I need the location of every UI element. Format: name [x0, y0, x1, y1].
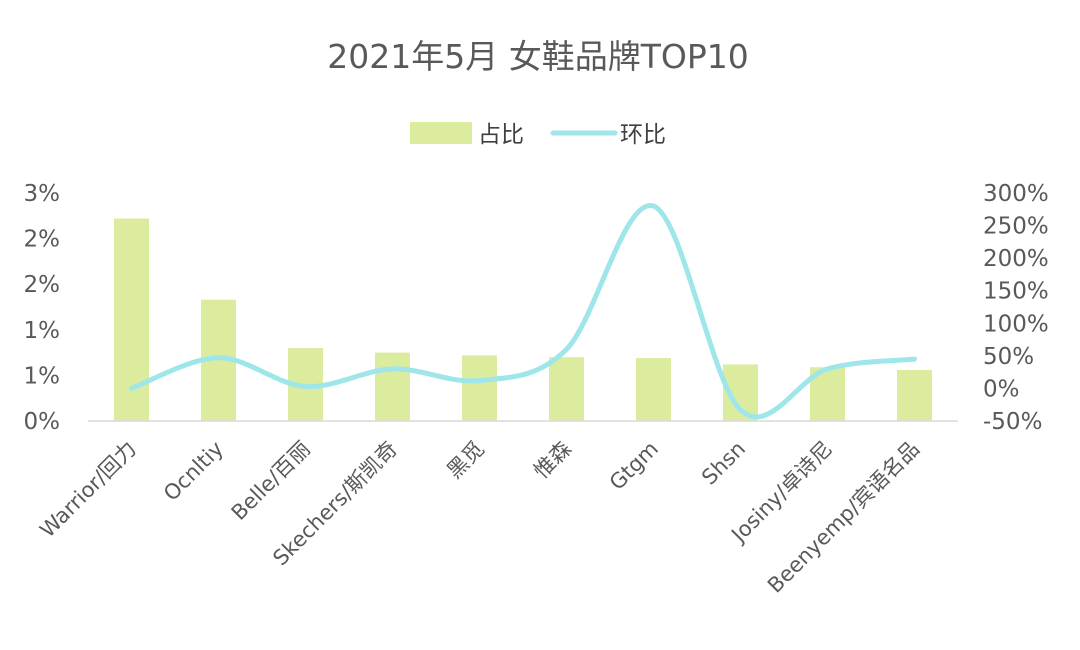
bar-4	[462, 355, 497, 421]
category-label-2: Belle/百丽	[227, 437, 315, 525]
left-tick-label-3: 2%	[24, 272, 61, 298]
line-layer	[129, 203, 917, 420]
right-tick-label-0: -50%	[983, 409, 1042, 435]
bar-9	[897, 369, 932, 421]
right-axis: -50% 0% 50% 100% 150% 200% 250% 300%	[983, 181, 1049, 435]
left-tick-label-1: 1%	[24, 363, 61, 389]
right-tick-label-6: 250%	[983, 214, 1049, 240]
right-tick-label-4: 150%	[983, 279, 1049, 305]
right-tick-label-2: 50%	[983, 344, 1034, 370]
left-tick-label-5: 3%	[24, 181, 61, 207]
legend-label-bar: 占比	[478, 122, 524, 148]
legend: 占比 环比	[410, 122, 666, 148]
bars-layer	[114, 218, 932, 421]
bar-6	[636, 358, 671, 421]
chart-title: 2021年5月 女鞋品牌TOP10	[327, 37, 749, 76]
right-tick-label-3: 100%	[983, 311, 1049, 337]
legend-label-line: 环比	[620, 122, 666, 148]
left-tick-label-4: 2%	[24, 227, 61, 253]
right-tick-label-7: 300%	[983, 181, 1049, 207]
left-tick-label-0: 0%	[24, 409, 61, 435]
right-tick-label-5: 200%	[983, 246, 1049, 272]
bar-5	[549, 357, 584, 421]
left-tick-label-2: 1%	[24, 318, 61, 344]
category-label-9: Beenyemp/宾语名品	[763, 437, 924, 598]
bar-3	[375, 352, 410, 421]
mom-line	[129, 203, 917, 420]
category-label-4: 黑觅	[442, 437, 489, 484]
category-label-0: Warrior/回力	[35, 437, 141, 543]
category-label-7: Shsn	[697, 437, 750, 490]
left-axis: 0% 1% 1% 2% 2% 3%	[24, 181, 61, 435]
right-tick-label-1: 0%	[983, 376, 1020, 402]
category-label-5: 惟森	[529, 437, 576, 484]
legend-swatch-bar	[410, 122, 472, 144]
category-label-6: Gtgm	[605, 437, 663, 495]
category-label-1: Ocnltiy	[159, 437, 228, 506]
x-axis-labels: Warrior/回力 OcnltiyBelle/百丽Skechers/斯凯奇 黑觅惟…	[35, 437, 924, 598]
